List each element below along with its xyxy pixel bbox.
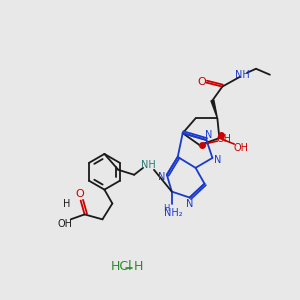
Text: H: H	[63, 200, 70, 209]
Text: N: N	[186, 200, 193, 209]
Text: H: H	[134, 260, 143, 273]
Text: NH₂: NH₂	[164, 208, 183, 218]
Text: N: N	[214, 155, 221, 165]
Text: H: H	[163, 204, 169, 213]
Text: NH: NH	[141, 160, 155, 170]
Text: HCl: HCl	[110, 260, 132, 273]
Text: N: N	[158, 172, 166, 182]
Text: NH: NH	[235, 70, 250, 80]
Text: O: O	[197, 76, 206, 87]
Text: OH: OH	[234, 143, 249, 153]
Polygon shape	[211, 100, 217, 118]
Text: OH: OH	[57, 219, 72, 229]
Text: N: N	[205, 130, 212, 140]
Text: O: O	[75, 189, 84, 199]
Text: OH: OH	[217, 134, 232, 144]
